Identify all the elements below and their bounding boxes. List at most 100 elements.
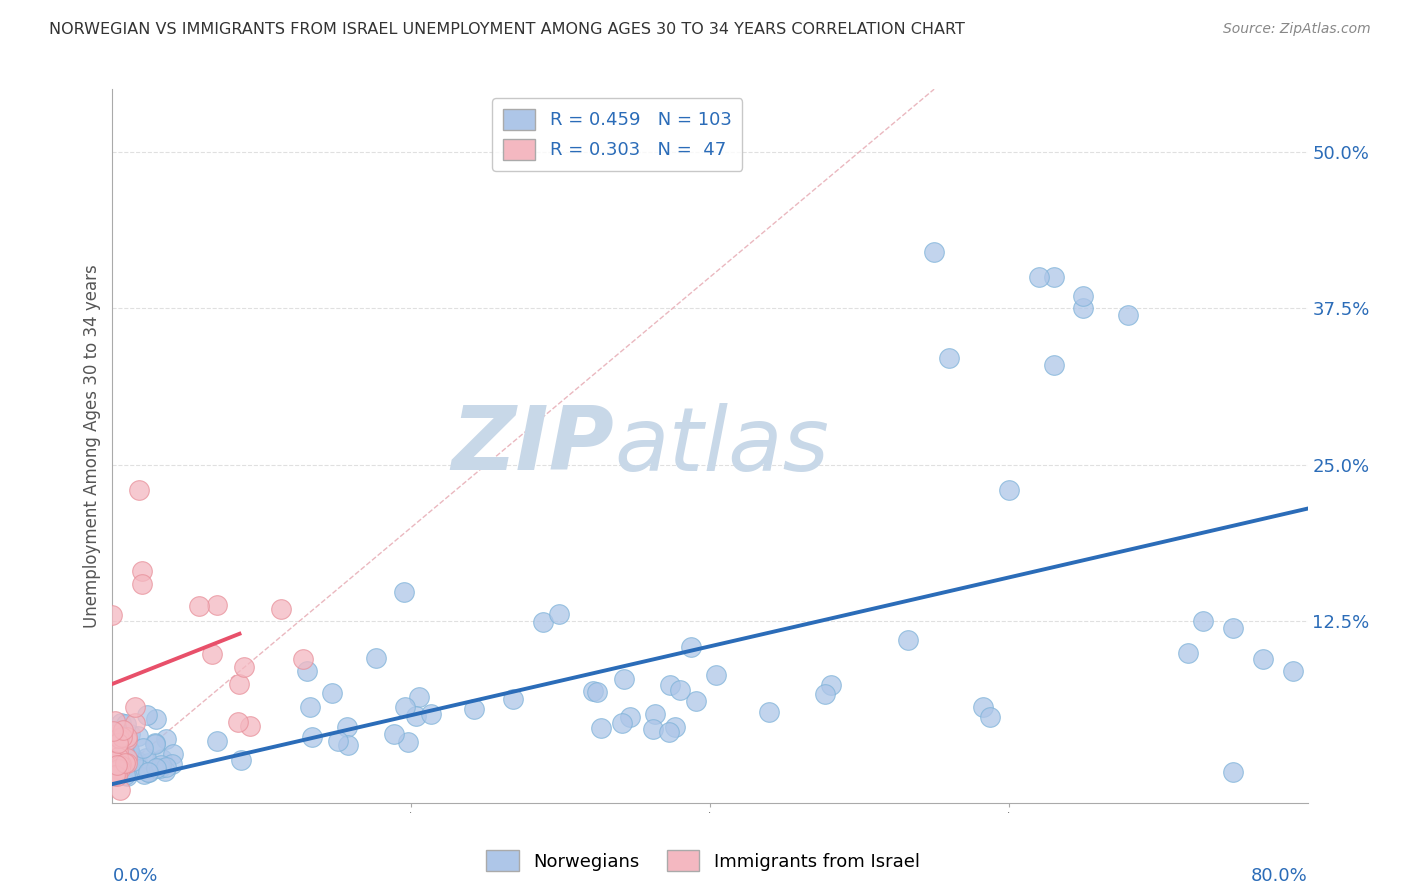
Point bbox=[1042, 270, 1064, 285]
Point bbox=[1222, 764, 1244, 779]
Point bbox=[641, 723, 664, 737]
Point bbox=[107, 727, 129, 741]
Point bbox=[586, 685, 609, 699]
Point bbox=[103, 731, 125, 745]
Point bbox=[897, 632, 920, 647]
Point bbox=[291, 652, 314, 666]
Point bbox=[134, 767, 156, 781]
Point bbox=[408, 690, 430, 704]
Point bbox=[107, 749, 129, 764]
Point bbox=[110, 761, 132, 775]
Point bbox=[502, 691, 524, 706]
Point bbox=[136, 765, 159, 780]
Point bbox=[396, 735, 419, 749]
Point bbox=[107, 744, 129, 758]
Text: 80.0%: 80.0% bbox=[1251, 867, 1308, 885]
Point bbox=[1118, 308, 1140, 322]
Point bbox=[107, 762, 129, 776]
Point bbox=[1042, 358, 1064, 372]
Point bbox=[972, 700, 994, 714]
Point bbox=[105, 758, 128, 772]
Point bbox=[420, 707, 443, 722]
Point bbox=[118, 727, 141, 741]
Point bbox=[382, 727, 405, 741]
Text: 0.0%: 0.0% bbox=[112, 867, 157, 885]
Point bbox=[104, 767, 127, 781]
Point bbox=[321, 686, 343, 700]
Point bbox=[107, 755, 129, 769]
Point bbox=[150, 752, 173, 766]
Point bbox=[548, 607, 571, 622]
Point bbox=[104, 767, 127, 781]
Point bbox=[1073, 289, 1095, 303]
Point bbox=[120, 749, 142, 764]
Point bbox=[104, 762, 127, 776]
Text: ZIP: ZIP bbox=[451, 402, 614, 490]
Point bbox=[668, 683, 690, 698]
Point bbox=[1251, 652, 1274, 666]
Point bbox=[108, 783, 131, 797]
Point bbox=[295, 664, 318, 678]
Point bbox=[101, 733, 124, 747]
Point bbox=[610, 715, 633, 730]
Point bbox=[239, 718, 262, 732]
Point bbox=[205, 734, 228, 748]
Point bbox=[103, 765, 125, 780]
Point bbox=[938, 351, 960, 366]
Point bbox=[108, 762, 131, 776]
Legend: Norwegians, Immigrants from Israel: Norwegians, Immigrants from Israel bbox=[479, 843, 927, 879]
Point bbox=[589, 721, 612, 735]
Point bbox=[103, 769, 125, 783]
Point bbox=[128, 483, 150, 497]
Point bbox=[298, 699, 321, 714]
Point bbox=[115, 769, 138, 783]
Point bbox=[110, 756, 132, 771]
Point bbox=[979, 710, 1001, 724]
Point bbox=[111, 757, 134, 772]
Point bbox=[112, 723, 135, 738]
Point bbox=[135, 751, 157, 765]
Point bbox=[125, 754, 148, 768]
Point bbox=[463, 702, 485, 716]
Point bbox=[613, 672, 636, 686]
Point bbox=[122, 755, 145, 769]
Point bbox=[138, 756, 160, 771]
Point bbox=[145, 712, 167, 726]
Point bbox=[115, 730, 138, 744]
Point bbox=[107, 745, 129, 759]
Point bbox=[107, 736, 129, 750]
Point bbox=[103, 746, 125, 760]
Point bbox=[820, 678, 842, 692]
Point bbox=[270, 602, 292, 616]
Point bbox=[162, 747, 184, 761]
Point bbox=[814, 687, 837, 701]
Point bbox=[337, 739, 360, 753]
Point bbox=[115, 751, 138, 765]
Point bbox=[127, 729, 149, 743]
Point bbox=[187, 599, 209, 613]
Point bbox=[201, 647, 224, 661]
Point bbox=[1222, 621, 1244, 635]
Point bbox=[114, 756, 136, 770]
Point bbox=[394, 700, 416, 714]
Point bbox=[117, 732, 139, 747]
Point bbox=[114, 768, 136, 782]
Point bbox=[117, 756, 139, 770]
Point bbox=[301, 730, 323, 744]
Text: atlas: atlas bbox=[614, 403, 830, 489]
Point bbox=[136, 708, 159, 723]
Point bbox=[138, 764, 160, 779]
Point bbox=[336, 720, 359, 734]
Point bbox=[1028, 270, 1050, 285]
Point bbox=[226, 714, 249, 729]
Point bbox=[228, 677, 250, 691]
Point bbox=[128, 762, 150, 776]
Text: Source: ZipAtlas.com: Source: ZipAtlas.com bbox=[1223, 22, 1371, 37]
Point bbox=[124, 716, 146, 731]
Legend: R = 0.459   N = 103, R = 0.303   N =  47: R = 0.459 N = 103, R = 0.303 N = 47 bbox=[492, 98, 742, 170]
Point bbox=[392, 585, 415, 599]
Point bbox=[644, 706, 666, 721]
Point bbox=[160, 757, 183, 772]
Point bbox=[125, 756, 148, 771]
Text: NORWEGIAN VS IMMIGRANTS FROM ISRAEL UNEMPLOYMENT AMONG AGES 30 TO 34 YEARS CORRE: NORWEGIAN VS IMMIGRANTS FROM ISRAEL UNEM… bbox=[49, 22, 965, 37]
